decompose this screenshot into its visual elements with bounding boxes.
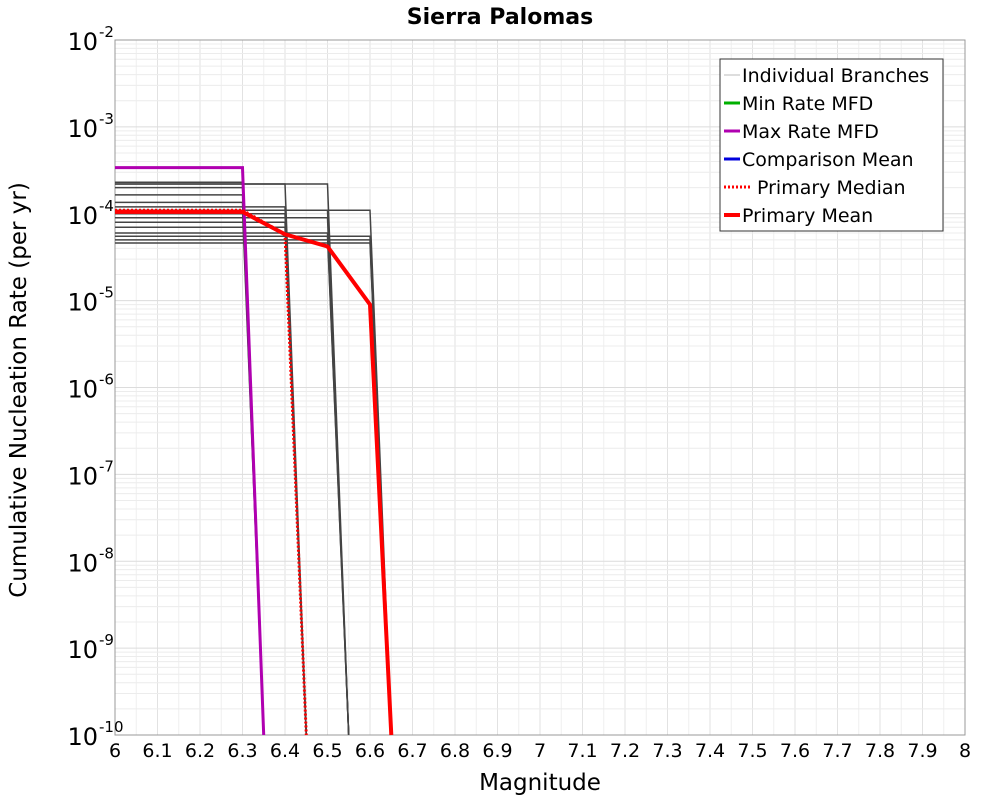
y-tick-labels: 10-210-310-410-510-610-710-810-910-10 [67, 23, 123, 751]
max-rate-mfd-line [115, 166, 266, 736]
legend-label: Min Rate MFD [742, 93, 873, 115]
primary-mean-line [115, 209, 394, 736]
y-tick-base: 10 [67, 376, 98, 404]
y-tick-base: 10 [67, 202, 98, 230]
x-tick-label: 6.9 [482, 740, 512, 762]
legend-label: Primary Median [757, 177, 906, 199]
y-tick-base: 10 [67, 289, 98, 317]
y-tick-label: 10 -2 [67, 23, 114, 56]
x-tick-label: 6.1 [142, 740, 172, 762]
y-tick-exponent: -5 [99, 284, 114, 302]
x-tick-label: 7.3 [652, 740, 682, 762]
x-tick-label: 6 [109, 740, 121, 762]
y-tick-base: 10 [67, 723, 98, 751]
x-tick-label: 7.7 [822, 740, 852, 762]
x-tick-label: 7.8 [865, 740, 895, 762]
x-tick-label: 6.5 [312, 740, 342, 762]
y-tick-base: 10 [67, 462, 98, 490]
x-tick-label: 6.6 [355, 740, 385, 762]
x-tick-label: 7.6 [780, 740, 810, 762]
series-layer [115, 166, 394, 736]
x-tick-label: 7.4 [695, 740, 725, 762]
x-tick-label: 7.2 [610, 740, 640, 762]
y-tick-label: 10 -7 [67, 457, 114, 490]
x-tick-label: 6.7 [397, 740, 427, 762]
chart-title: Sierra Palomas [407, 5, 593, 30]
y-tick-exponent: -10 [99, 718, 124, 736]
y-tick-exponent: -7 [99, 457, 114, 475]
x-tick-labels: 6 6.1 6.2 6.3 6.4 6.5 6.6 6.7 6.8 6.9 7 7.1 7.2 7.3 7.… [109, 740, 971, 762]
legend-label: Primary Mean [742, 205, 873, 227]
x-tick-label: 6.3 [227, 740, 257, 762]
x-tick-label: 6.2 [185, 740, 215, 762]
y-tick-label: 10 -10 [67, 718, 123, 751]
x-tick-label: 8 [959, 740, 971, 762]
y-tick-exponent: -9 [99, 631, 114, 649]
y-tick-base: 10 [67, 549, 98, 577]
legend-box [719, 58, 944, 232]
x-tick-label: 7.5 [737, 740, 767, 762]
y-tick-label: 10 -3 [67, 110, 114, 143]
legend-label: Max Rate MFD [742, 121, 879, 143]
y-tick-exponent: -2 [99, 23, 114, 41]
y-tick-label: 10 -4 [67, 197, 114, 230]
y-tick-base: 10 [67, 636, 98, 664]
x-tick-label: 7 [534, 740, 546, 762]
legend-label: Individual Branches [742, 65, 929, 87]
legend-label: Comparison Mean [742, 149, 914, 171]
y-axis-label: Cumulative Nucleation Rate (per yr) [6, 182, 32, 598]
y-tick-base: 10 [67, 115, 98, 143]
x-tick-label: 7.1 [567, 740, 597, 762]
x-tick-label: 6.4 [270, 740, 300, 762]
y-tick-exponent: -8 [99, 544, 114, 562]
legend: Individual Branches Min Rate MFD Max Rate … [719, 58, 944, 232]
y-tick-label: 10 -6 [67, 371, 114, 404]
x-tick-label: 7.9 [907, 740, 937, 762]
plot-frame [114, 39, 966, 736]
y-tick-label: 10 -9 [67, 631, 114, 664]
y-tick-exponent: -3 [99, 110, 114, 128]
y-tick-label: 10 -8 [67, 544, 114, 577]
x-axis-label: Magnitude [479, 770, 601, 796]
x-tick-label: 6.8 [440, 740, 470, 762]
y-tick-exponent: -6 [99, 371, 114, 389]
y-tick-label: 10 -5 [67, 284, 114, 317]
y-tick-exponent: -4 [99, 197, 114, 215]
y-tick-base: 10 [67, 28, 98, 56]
